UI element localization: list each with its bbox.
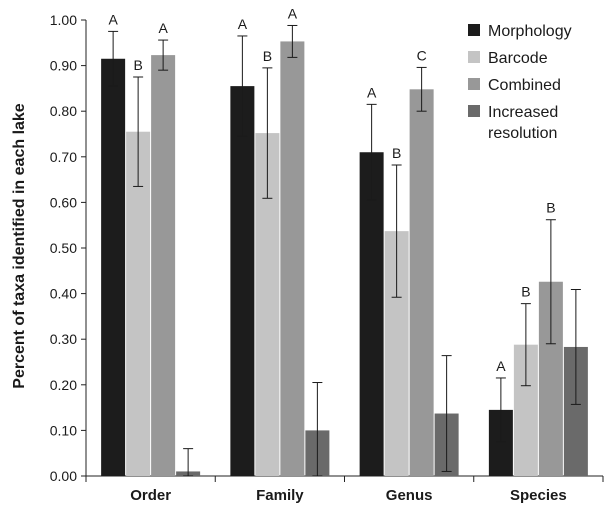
x-axis: Order Family Genus Species: [85, 475, 604, 504]
bar: [230, 86, 255, 477]
significance-letter: B: [133, 57, 142, 73]
significance-letter: B: [521, 284, 530, 300]
x-category-label: Family: [256, 487, 304, 504]
bar: [280, 41, 305, 476]
legend-swatch: [468, 24, 480, 36]
significance-letter: A: [108, 11, 118, 27]
bar: [359, 152, 384, 477]
y-tick-label: 0.80: [50, 103, 77, 119]
x-category-label: Species: [510, 487, 567, 504]
y-tick-label: 0.40: [50, 286, 77, 302]
significance-letter: B: [546, 200, 555, 216]
legend-swatch: [468, 51, 480, 63]
bar: [151, 55, 176, 476]
significance-letter: B: [392, 145, 401, 161]
error-bars-layer: [108, 24, 581, 477]
legend-label: Morphology: [488, 23, 572, 40]
y-tick-label: 0.30: [50, 331, 77, 347]
bar: [409, 89, 434, 476]
legend-swatch: [468, 78, 480, 90]
significance-letter: B: [263, 48, 272, 64]
x-category-label: Genus: [386, 487, 433, 504]
legend-label: Increased resolution: [488, 104, 558, 142]
significance-letter: A: [496, 358, 506, 374]
y-tick-label: 0.00: [50, 468, 77, 484]
legend-swatch: [468, 105, 480, 117]
bar: [126, 131, 151, 476]
legend: Morphology Barcode Combined Increased resolu…: [468, 23, 572, 142]
y-tick-label: 0.10: [50, 422, 77, 438]
legend-label: Barcode: [488, 50, 548, 67]
bars-layer: [101, 41, 588, 477]
x-category-label: Order: [130, 487, 171, 504]
significance-letter: A: [158, 20, 168, 36]
y-tick-label: 1.00: [50, 12, 77, 28]
y-axis-title: Percent of taxa identified in each lake: [11, 103, 28, 389]
significance-letter: A: [238, 16, 248, 32]
y-tick-label: 0.20: [50, 377, 77, 393]
y-axis: 0.00 0.10 0.20 0.30 0.40 0.50 0.60 0.70 0.80 0.90…: [50, 12, 87, 484]
y-tick-label: 0.50: [50, 240, 77, 256]
legend-label: Combined: [488, 77, 561, 94]
y-tick-label: 0.70: [50, 149, 77, 165]
significance-letter: A: [367, 84, 377, 100]
bar: [101, 58, 126, 476]
y-tick-label: 0.60: [50, 194, 77, 210]
y-tick-label: 0.90: [50, 58, 77, 74]
significance-letter: C: [417, 47, 427, 63]
significance-letter: A: [288, 5, 298, 21]
